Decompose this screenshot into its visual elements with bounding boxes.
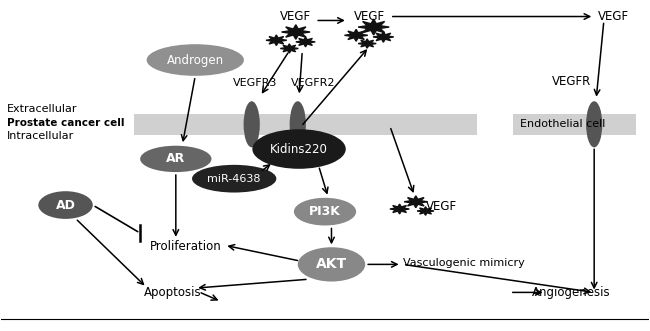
Polygon shape bbox=[280, 44, 298, 53]
Polygon shape bbox=[358, 19, 389, 35]
Text: AR: AR bbox=[166, 152, 185, 166]
Ellipse shape bbox=[140, 146, 211, 172]
Text: VEGFR: VEGFR bbox=[552, 75, 591, 88]
Text: VEGF: VEGF bbox=[426, 200, 457, 213]
Polygon shape bbox=[344, 29, 368, 41]
Text: VEGF: VEGF bbox=[597, 10, 629, 23]
Text: AKT: AKT bbox=[316, 258, 347, 271]
Polygon shape bbox=[373, 32, 394, 42]
Polygon shape bbox=[390, 204, 410, 214]
Text: VEGFR3: VEGFR3 bbox=[233, 78, 278, 88]
Text: Intracellular: Intracellular bbox=[7, 131, 75, 141]
Ellipse shape bbox=[244, 101, 260, 147]
Polygon shape bbox=[358, 39, 376, 48]
Text: VEGF: VEGF bbox=[354, 10, 385, 23]
Text: Extracellular: Extracellular bbox=[7, 105, 78, 115]
Ellipse shape bbox=[290, 101, 306, 147]
Polygon shape bbox=[266, 35, 287, 46]
Text: Endothelial cell: Endothelial cell bbox=[519, 119, 605, 129]
Text: PI3K: PI3K bbox=[309, 205, 341, 218]
Text: Proliferation: Proliferation bbox=[150, 240, 222, 253]
Text: VEGF: VEGF bbox=[280, 10, 311, 23]
Bar bbox=[513, 114, 636, 135]
Polygon shape bbox=[296, 37, 315, 47]
Polygon shape bbox=[404, 196, 428, 208]
Text: Kidins220: Kidins220 bbox=[270, 143, 328, 156]
Ellipse shape bbox=[294, 198, 356, 225]
Bar bbox=[134, 114, 477, 135]
Ellipse shape bbox=[192, 165, 276, 193]
Text: Apoptosis: Apoptosis bbox=[144, 286, 202, 299]
Ellipse shape bbox=[147, 44, 244, 76]
Text: Prostate cancer cell: Prostate cancer cell bbox=[7, 118, 125, 128]
Polygon shape bbox=[417, 207, 434, 215]
Ellipse shape bbox=[586, 101, 603, 147]
Text: miR-4638: miR-4638 bbox=[207, 174, 261, 184]
Ellipse shape bbox=[252, 129, 346, 169]
Text: Angiogenesis: Angiogenesis bbox=[532, 286, 611, 299]
Text: AD: AD bbox=[56, 199, 75, 212]
Text: VEGFR2: VEGFR2 bbox=[291, 78, 336, 88]
Polygon shape bbox=[281, 25, 310, 39]
Ellipse shape bbox=[298, 247, 365, 282]
Text: Vasculogenic mimicry: Vasculogenic mimicry bbox=[403, 258, 525, 268]
Ellipse shape bbox=[38, 191, 93, 219]
Text: Androgen: Androgen bbox=[166, 54, 224, 67]
